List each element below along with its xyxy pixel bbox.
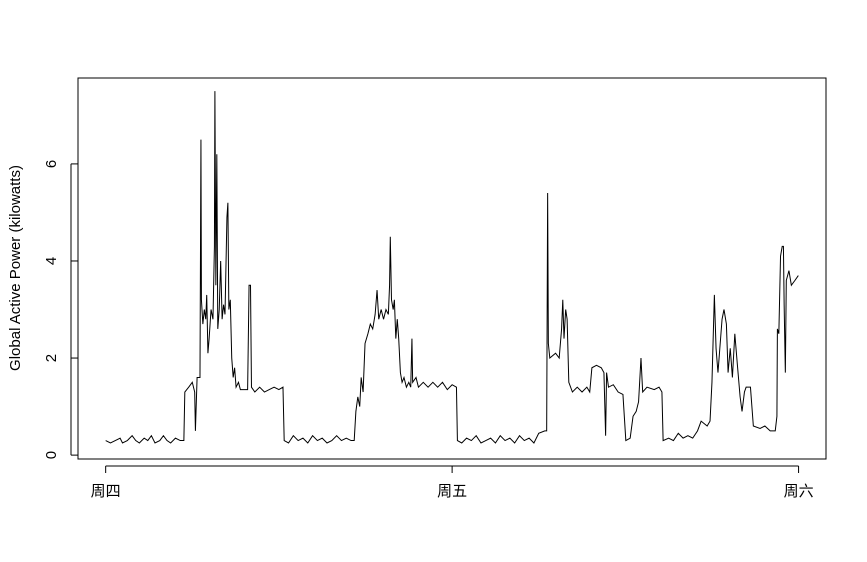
x-tick-label: 周五: [437, 483, 467, 500]
y-tick-label: 2: [43, 354, 60, 362]
y-tick-label: 0: [43, 451, 60, 459]
y-axis-label: Global Active Power (kilowatts): [7, 165, 24, 371]
x-tick-label: 周四: [91, 483, 121, 500]
plot-frame: [77, 77, 827, 460]
y-tick-label: 6: [43, 160, 60, 168]
x-tick-label: 周六: [784, 483, 814, 500]
data-line: [105, 91, 799, 444]
y-tick-label: 4: [43, 257, 60, 265]
